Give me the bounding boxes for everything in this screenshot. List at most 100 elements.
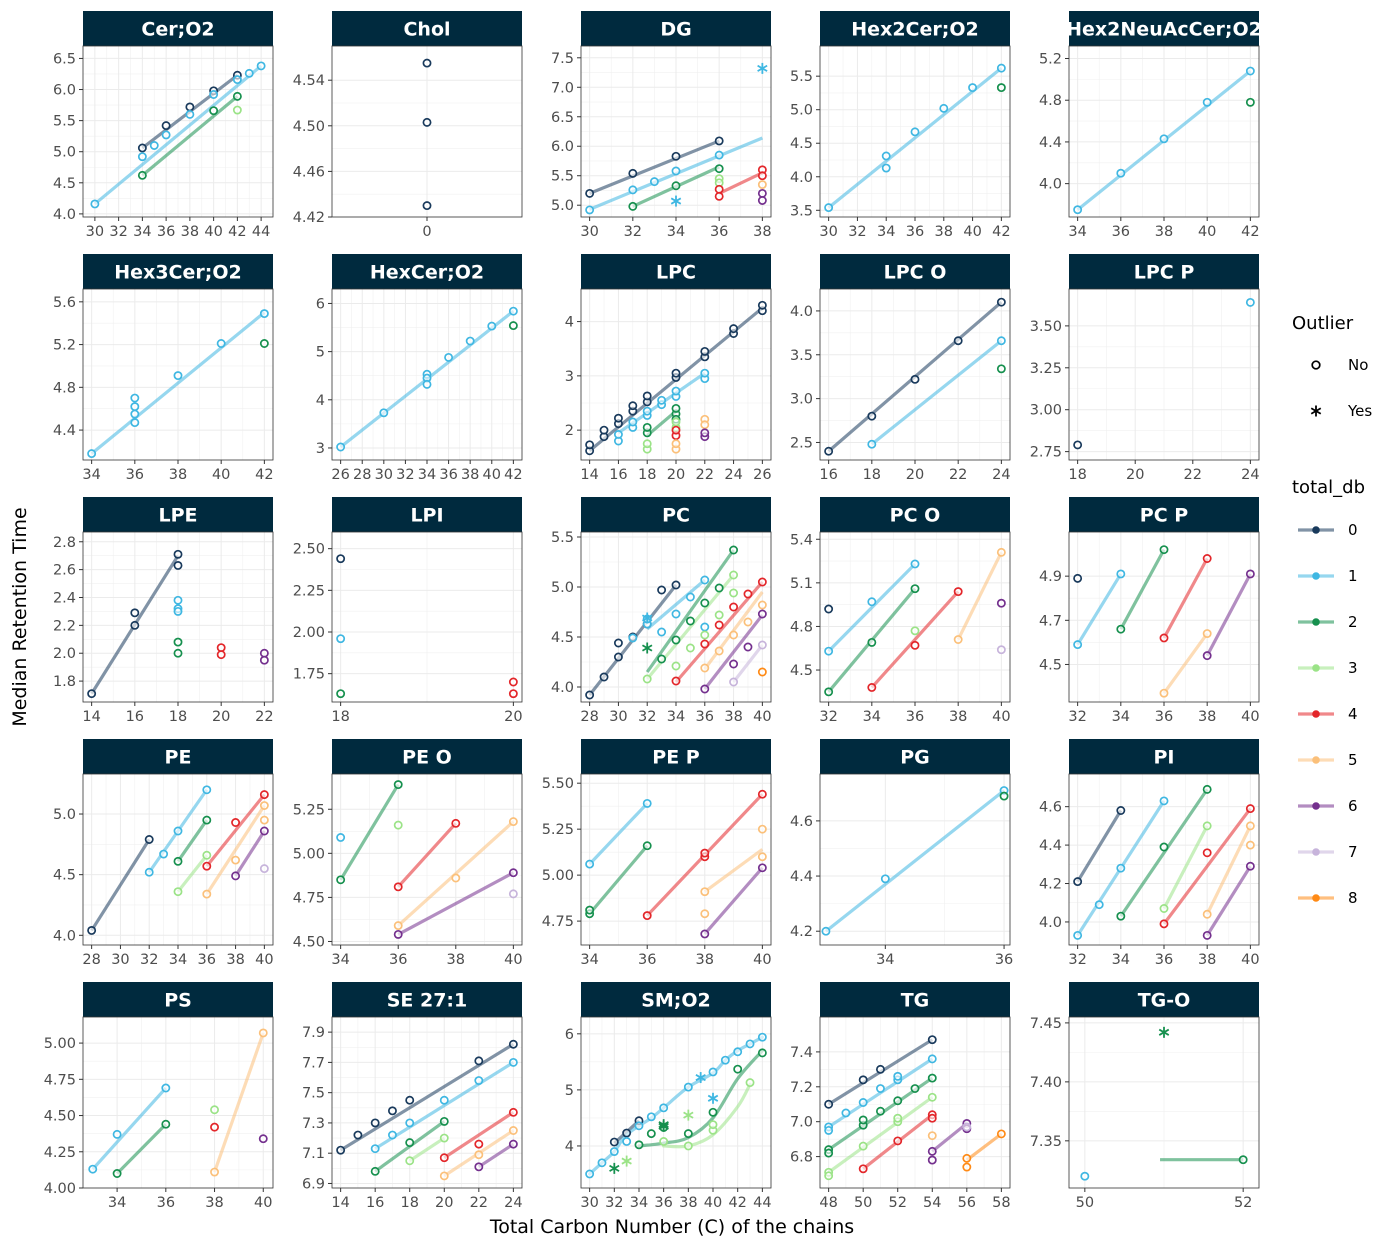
data-point-db1 [685,592,695,602]
data-point-db4 [671,425,681,435]
x-tick-label: 34 [1112,709,1130,725]
y-tick-label: 5.00 [293,846,325,862]
data-point-db3 [642,439,652,449]
y-tick-label: 2.75 [1030,445,1062,461]
legend-label: 6 [1348,797,1358,815]
legend-db-2: 2 [1298,613,1358,631]
x-tick-label: 20 [435,1195,453,1211]
panel-border [331,773,523,946]
data-point-db4 [867,683,877,692]
data-marks [585,300,767,456]
data-point-db2 [824,1148,834,1158]
legend-label: 5 [1348,751,1358,769]
data-marks [87,785,269,935]
legend-label: 0 [1348,521,1358,539]
data-point-db4 [1202,848,1212,858]
data-point-db1 [628,633,638,643]
data-point-db5 [393,921,403,931]
y-tick-label: 4.50 [44,1109,76,1125]
data-point-db4 [743,589,753,599]
y-tick-label: 4.54 [293,73,325,89]
y-tick-label: 5.5 [551,530,574,546]
facet-strip [820,11,1010,46]
data-point-db2 [173,637,183,647]
gridlines [332,774,522,945]
trend-line-db0 [90,838,151,932]
data-point-db4 [1245,804,1255,814]
trend-line-db2 [339,783,400,881]
data-point-db1 [1080,1171,1090,1181]
y-tick-label: 1.8 [53,674,76,690]
data-point-db0 [642,391,652,401]
data-point-db1 [173,826,183,836]
outlier-point-db1 [707,1092,719,1104]
data-point-db0 [824,446,834,456]
facet-strip [332,739,522,774]
x-tick-label: 34 [108,1195,126,1211]
y-tick-label: 4.0 [1039,915,1062,931]
data-point-db1 [1073,205,1083,215]
data-point-db6 [1202,651,1212,661]
data-marks [336,554,518,699]
data-point-db0 [613,413,623,423]
outlier-point-db1 [695,1072,706,1084]
facet-pc-o: PC O 32 34 36 38 40 4.5 4.8 5.1 5.4 [790,497,1011,725]
data-point-db1 [130,409,140,419]
outlier-point-db2 [609,1162,620,1174]
data-point-db0 [599,425,609,435]
data-marks [422,58,432,211]
data-point-db1 [597,1158,607,1168]
x-tick-label: 22 [1184,467,1202,483]
data-marks [336,1039,518,1181]
data-point-db0 [422,58,432,68]
legend-point-key [1312,756,1320,764]
y-tick-label: 2.4 [53,590,76,606]
data-point-db5 [508,1126,518,1135]
data-point-db8 [996,1129,1006,1139]
data-point-db2 [202,815,212,825]
data-point-db5 [1245,821,1255,831]
data-point-db1 [700,575,710,585]
panel-border [331,531,523,703]
y-tick-label: 4.8 [1039,93,1062,109]
facet-title: SE 27:1 [387,990,468,1012]
data-point-db5 [700,887,710,897]
x-tick-label: 24 [1241,467,1259,483]
x-tick-label: 38 [1198,952,1216,968]
data-point-db1 [671,166,681,176]
x-tick-label: 32 [638,709,656,725]
data-point-db0 [657,585,667,595]
y-tick-label: 4.2 [790,924,813,940]
data-point-db5 [1159,688,1169,698]
y-tick-label: 3.25 [1030,361,1062,377]
data-point-db8 [757,667,767,677]
panel-border [580,288,772,461]
data-point-db2 [685,616,695,626]
facet-pe-p: PE P 34 36 38 40 4.75 5.00 5.25 5.50 [542,739,772,968]
data-point-db5 [1202,909,1212,919]
x-tick-label: 30 [375,467,393,483]
y-tick-label: 5.50 [542,776,574,792]
data-point-db5 [714,646,724,656]
x-tick-label: 18 [169,709,187,725]
y-tick-label: 7.9 [302,1025,325,1041]
y-tick-label: 4 [565,315,574,331]
data-point-db0 [671,368,681,378]
x-tick-label: 22 [470,1195,488,1211]
trend-line-db4 [397,822,457,888]
data-point-db4 [1159,633,1169,643]
y-tick-label: 4.0 [1039,177,1062,193]
y-tick-label: 4.5 [790,136,813,152]
trend-line-db7 [732,644,764,683]
data-point-db0 [388,1106,397,1116]
facet-chol: Chol 0 4.42 4.46 4.50 4.54 [293,11,523,240]
y-tick-label: 4.4 [1039,135,1062,151]
x-tick-label: 40 [255,952,273,968]
data-point-db1 [585,1169,595,1179]
y-tick-label: 5.0 [53,145,76,161]
outlier-point-db1 [641,612,653,624]
y-tick-label: 4.46 [293,164,325,180]
x-tick-label: 38 [679,1195,697,1211]
data-point-db6 [927,1155,937,1165]
